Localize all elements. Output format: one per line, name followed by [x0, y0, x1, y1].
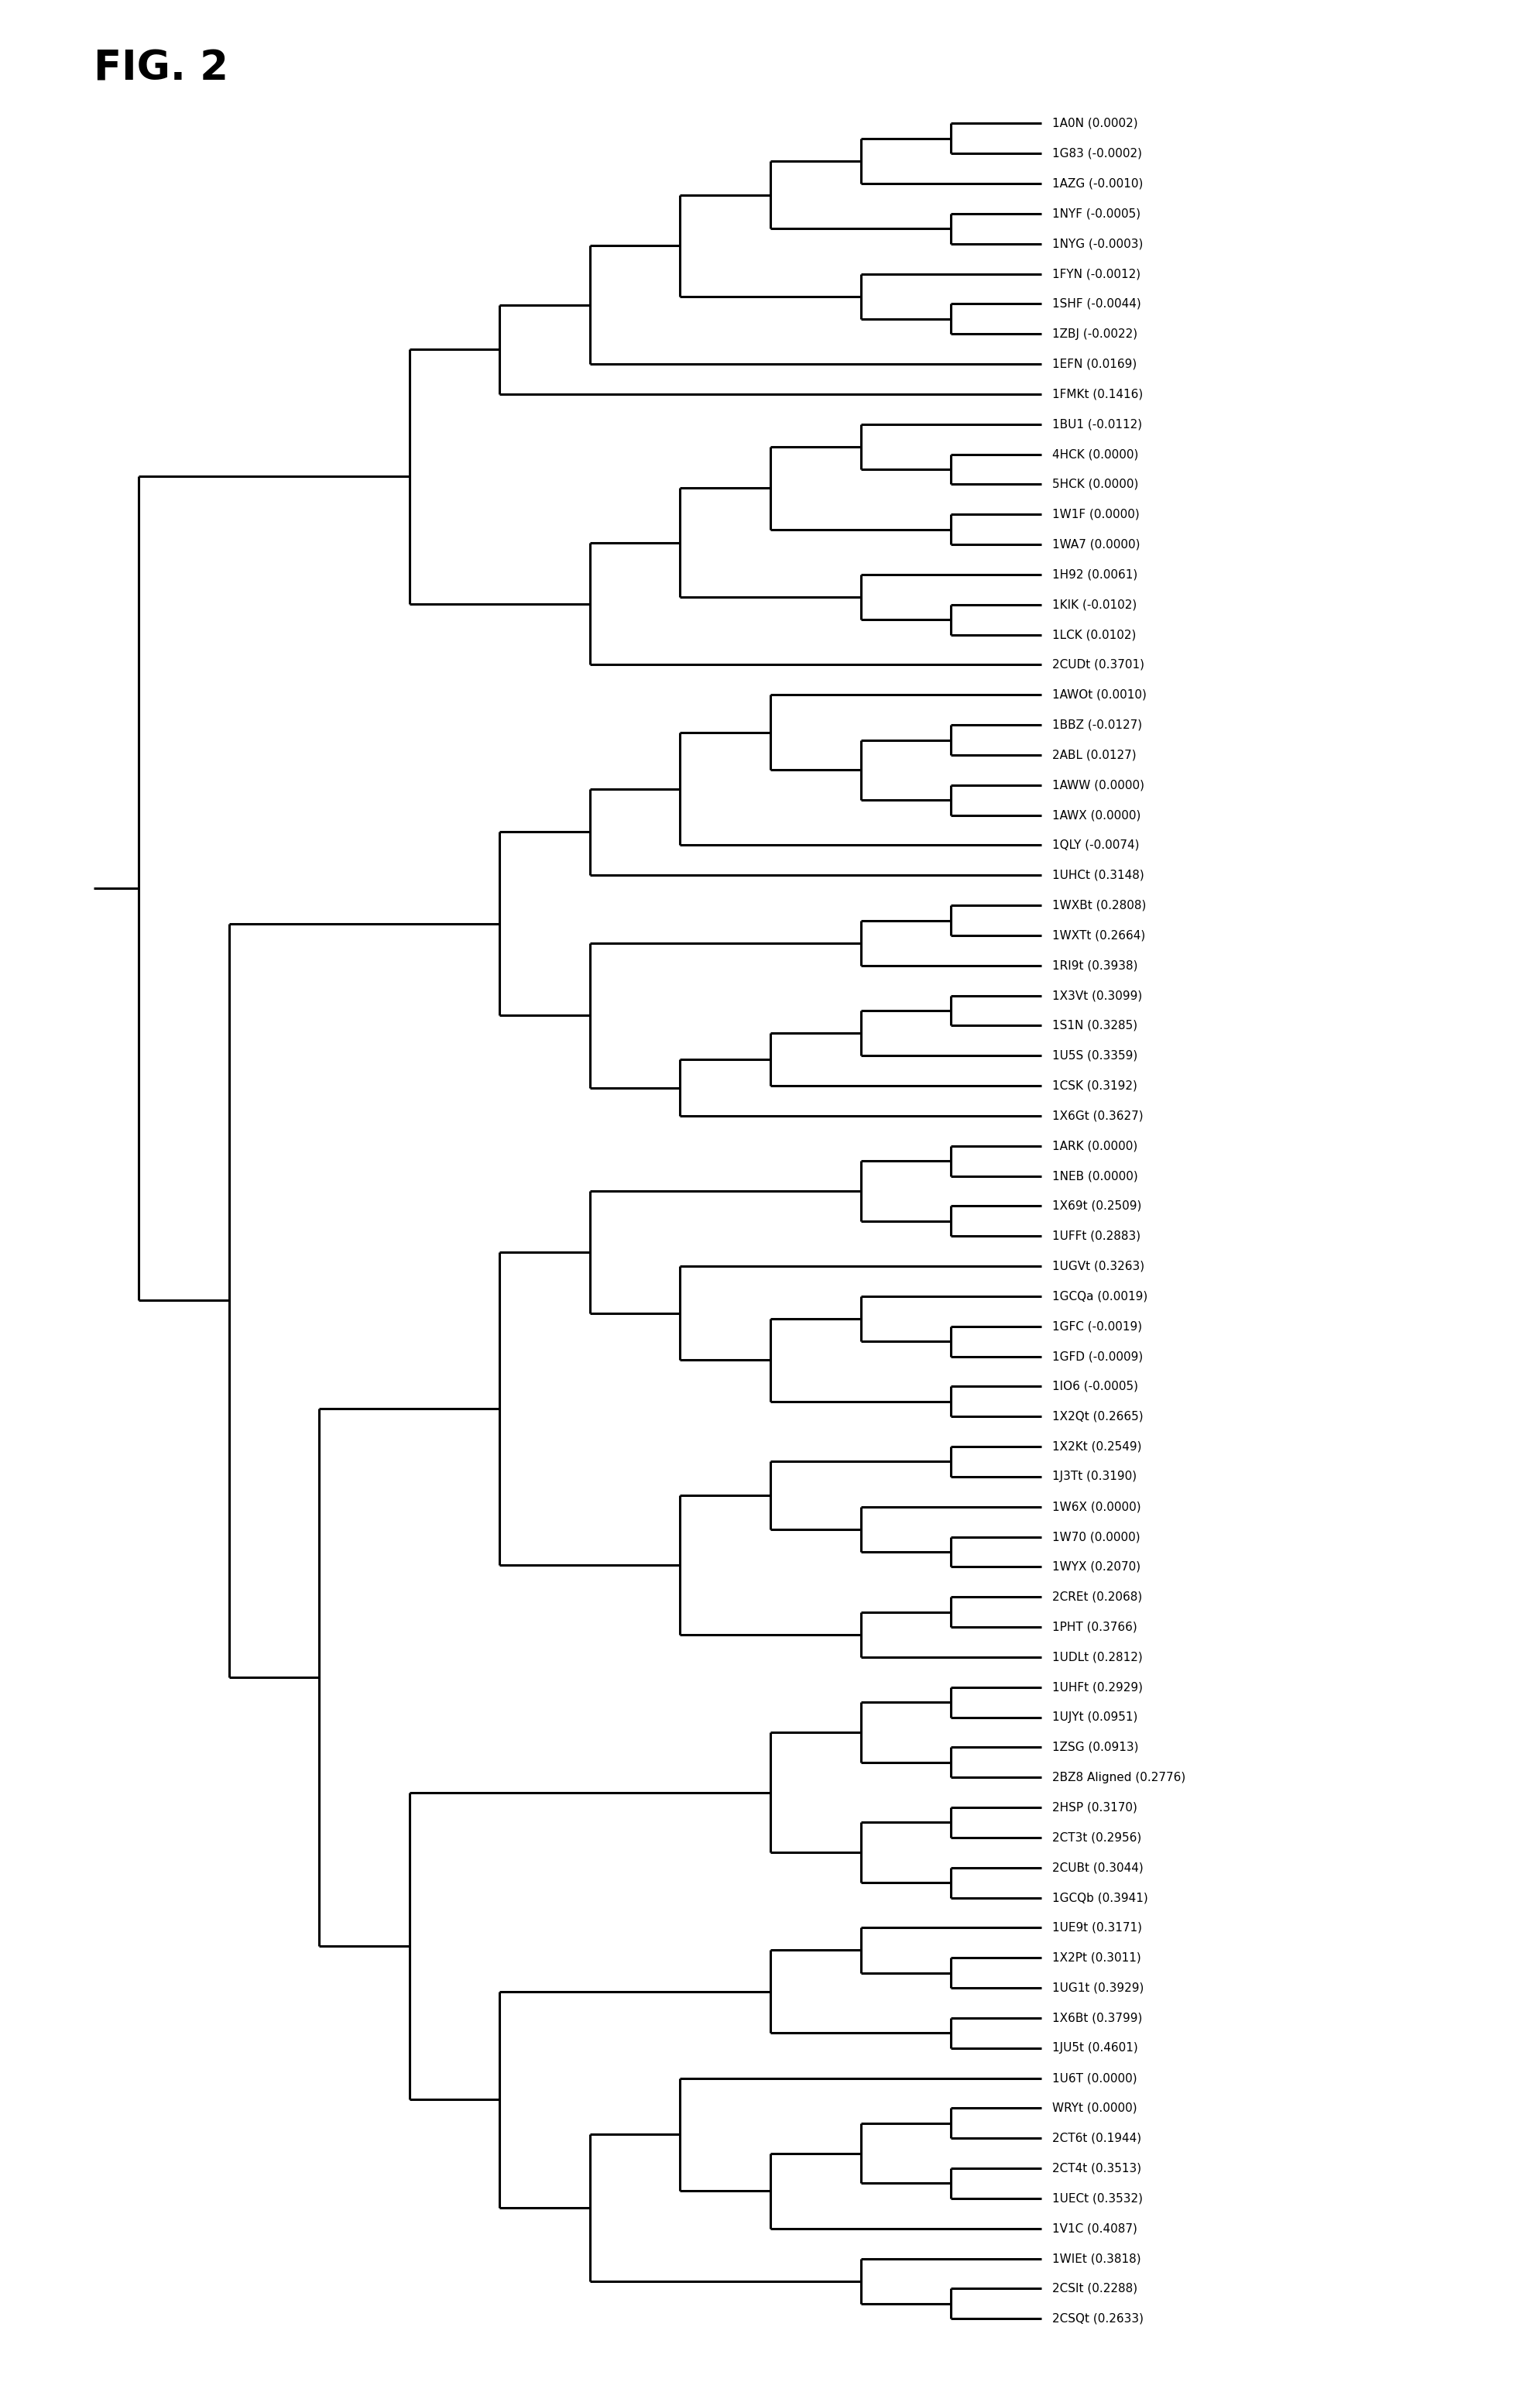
- Text: 1WXBt (0.2808): 1WXBt (0.2808): [1052, 900, 1146, 912]
- Text: 1KIK (-0.0102): 1KIK (-0.0102): [1052, 598, 1137, 610]
- Text: 1W1F (0.0000): 1W1F (0.0000): [1052, 510, 1138, 519]
- Text: 1GCQa (0.0019): 1GCQa (0.0019): [1052, 1291, 1147, 1303]
- Text: 2CUBt (0.3044): 2CUBt (0.3044): [1052, 1863, 1143, 1872]
- Text: FIG. 2: FIG. 2: [94, 48, 228, 88]
- Text: 1IO6 (-0.0005): 1IO6 (-0.0005): [1052, 1382, 1138, 1391]
- Text: 1UECt (0.3532): 1UECt (0.3532): [1052, 2191, 1143, 2203]
- Text: 2CUDt (0.3701): 2CUDt (0.3701): [1052, 660, 1144, 672]
- Text: 1UFFt (0.2883): 1UFFt (0.2883): [1052, 1229, 1140, 1241]
- Text: 1ZBJ (-0.0022): 1ZBJ (-0.0022): [1052, 329, 1137, 341]
- Text: 1FMKt (0.1416): 1FMKt (0.1416): [1052, 388, 1143, 400]
- Text: 1U6T (0.0000): 1U6T (0.0000): [1052, 2072, 1137, 2084]
- Text: 1AWOt (0.0010): 1AWOt (0.0010): [1052, 688, 1146, 700]
- Text: 1S1N (0.3285): 1S1N (0.3285): [1052, 1019, 1137, 1031]
- Text: 1QLY (-0.0074): 1QLY (-0.0074): [1052, 838, 1138, 850]
- Text: 1J3Tt (0.3190): 1J3Tt (0.3190): [1052, 1470, 1137, 1482]
- Text: 1SHF (-0.0044): 1SHF (-0.0044): [1052, 298, 1140, 310]
- Text: 1X3Vt (0.3099): 1X3Vt (0.3099): [1052, 991, 1141, 1000]
- Text: 1WYX (0.2070): 1WYX (0.2070): [1052, 1560, 1140, 1572]
- Text: 1ZSG (0.0913): 1ZSG (0.0913): [1052, 1741, 1138, 1753]
- Text: 1AWX (0.0000): 1AWX (0.0000): [1052, 810, 1140, 822]
- Text: 1X2Qt (0.2665): 1X2Qt (0.2665): [1052, 1410, 1143, 1422]
- Text: 1JU5t (0.4601): 1JU5t (0.4601): [1052, 2041, 1137, 2053]
- Text: 2CT6t (0.1944): 2CT6t (0.1944): [1052, 2132, 1141, 2144]
- Text: 4HCK (0.0000): 4HCK (0.0000): [1052, 448, 1138, 460]
- Text: 1X69t (0.2509): 1X69t (0.2509): [1052, 1201, 1141, 1212]
- Text: 1FYN (-0.0012): 1FYN (-0.0012): [1052, 269, 1140, 279]
- Text: 2HSP (0.3170): 2HSP (0.3170): [1052, 1801, 1137, 1813]
- Text: 1EFN (0.0169): 1EFN (0.0169): [1052, 357, 1137, 369]
- Text: 1PHT (0.3766): 1PHT (0.3766): [1052, 1622, 1137, 1632]
- Text: 5HCK (0.0000): 5HCK (0.0000): [1052, 479, 1138, 491]
- Text: 1X6Gt (0.3627): 1X6Gt (0.3627): [1052, 1110, 1143, 1122]
- Text: 1WXTt (0.2664): 1WXTt (0.2664): [1052, 929, 1144, 941]
- Text: 1X2Pt (0.3011): 1X2Pt (0.3011): [1052, 1951, 1140, 1963]
- Text: 1RI9t (0.3938): 1RI9t (0.3938): [1052, 960, 1137, 972]
- Text: 1NYF (-0.0005): 1NYF (-0.0005): [1052, 207, 1140, 219]
- Text: 1UHCt (0.3148): 1UHCt (0.3148): [1052, 869, 1143, 881]
- Text: 2BZ8 Aligned (0.2776): 2BZ8 Aligned (0.2776): [1052, 1772, 1184, 1784]
- Text: 1AWW (0.0000): 1AWW (0.0000): [1052, 779, 1144, 791]
- Text: 1WA7 (0.0000): 1WA7 (0.0000): [1052, 538, 1140, 550]
- Text: 1BBZ (-0.0127): 1BBZ (-0.0127): [1052, 719, 1141, 731]
- Text: 1W6X (0.0000): 1W6X (0.0000): [1052, 1501, 1140, 1513]
- Text: 1A0N (0.0002): 1A0N (0.0002): [1052, 117, 1137, 129]
- Text: 1LCK (0.0102): 1LCK (0.0102): [1052, 629, 1135, 641]
- Text: 1X2Kt (0.2549): 1X2Kt (0.2549): [1052, 1441, 1141, 1453]
- Text: 1ARK (0.0000): 1ARK (0.0000): [1052, 1141, 1137, 1153]
- Text: 1H92 (0.0061): 1H92 (0.0061): [1052, 569, 1137, 581]
- Text: 1G83 (-0.0002): 1G83 (-0.0002): [1052, 148, 1141, 160]
- Text: 1GFC (-0.0019): 1GFC (-0.0019): [1052, 1320, 1141, 1332]
- Text: 1NYG (-0.0003): 1NYG (-0.0003): [1052, 238, 1143, 250]
- Text: 1V1C (0.4087): 1V1C (0.4087): [1052, 2222, 1137, 2234]
- Text: 1W70 (0.0000): 1W70 (0.0000): [1052, 1532, 1140, 1544]
- Text: 1UG1t (0.3929): 1UG1t (0.3929): [1052, 1982, 1143, 1994]
- Text: 1UGVt (0.3263): 1UGVt (0.3263): [1052, 1260, 1144, 1272]
- Text: 2CSQt (0.2633): 2CSQt (0.2633): [1052, 2313, 1143, 2325]
- Text: 1BU1 (-0.0112): 1BU1 (-0.0112): [1052, 419, 1141, 431]
- Text: 1NEB (0.0000): 1NEB (0.0000): [1052, 1170, 1137, 1181]
- Text: 1GCQb (0.3941): 1GCQb (0.3941): [1052, 1891, 1147, 1903]
- Text: 1UDLt (0.2812): 1UDLt (0.2812): [1052, 1651, 1141, 1663]
- Text: 1X6Bt (0.3799): 1X6Bt (0.3799): [1052, 2013, 1141, 2025]
- Text: 1UHFt (0.2929): 1UHFt (0.2929): [1052, 1682, 1143, 1694]
- Text: 1GFD (-0.0009): 1GFD (-0.0009): [1052, 1351, 1143, 1363]
- Text: 1U5S (0.3359): 1U5S (0.3359): [1052, 1050, 1137, 1062]
- Text: 1AZG (-0.0010): 1AZG (-0.0010): [1052, 179, 1143, 191]
- Text: WRYt (0.0000): WRYt (0.0000): [1052, 2103, 1137, 2113]
- Text: 1UJYt (0.0951): 1UJYt (0.0951): [1052, 1710, 1137, 1722]
- Text: 2ABL (0.0127): 2ABL (0.0127): [1052, 750, 1135, 760]
- Text: 1CSK (0.3192): 1CSK (0.3192): [1052, 1079, 1137, 1091]
- Text: 2CT4t (0.3513): 2CT4t (0.3513): [1052, 2163, 1141, 2175]
- Text: 2CSIt (0.2288): 2CSIt (0.2288): [1052, 2282, 1137, 2294]
- Text: 1WIEt (0.3818): 1WIEt (0.3818): [1052, 2253, 1140, 2265]
- Text: 2CT3t (0.2956): 2CT3t (0.2956): [1052, 1832, 1141, 1844]
- Text: 2CREt (0.2068): 2CREt (0.2068): [1052, 1591, 1141, 1603]
- Text: 1UE9t (0.3171): 1UE9t (0.3171): [1052, 1922, 1141, 1934]
